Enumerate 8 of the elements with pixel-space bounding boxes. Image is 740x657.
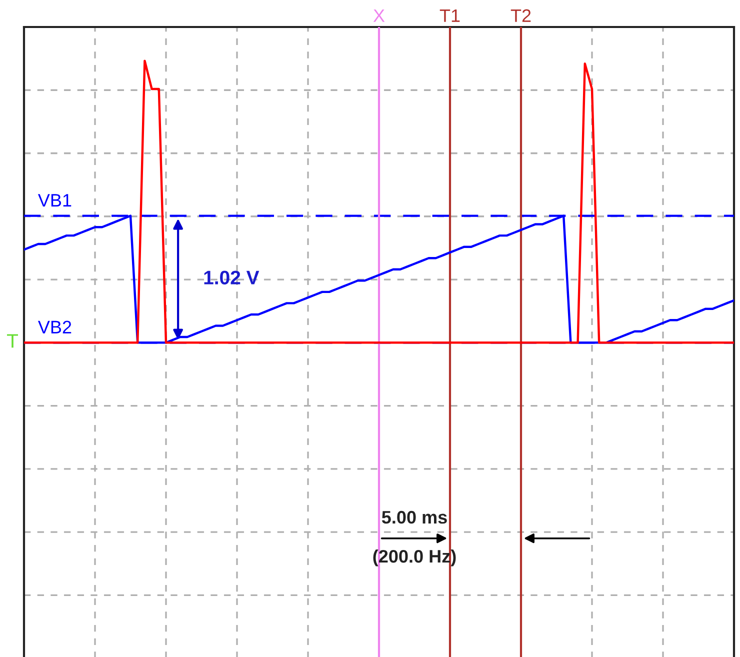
ref-line-label: VB2 — [38, 320, 72, 334]
text: 5.00 ms — [382, 510, 447, 524]
text: T — [7, 334, 18, 348]
text: X — [373, 9, 385, 22]
text: T1 — [440, 9, 460, 22]
annotation: 1.02 V — [204, 270, 260, 284]
ref-line-label: VB1 — [38, 194, 72, 207]
text: T2 — [510, 9, 531, 22]
